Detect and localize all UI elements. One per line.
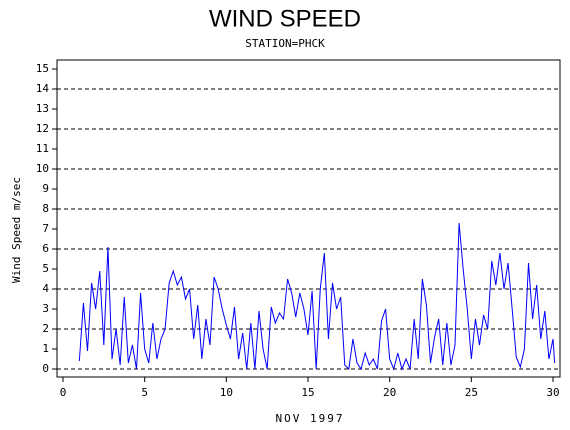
y-tick-label: 11 [36, 142, 49, 155]
y-axis-label: Wind Speed m/sec [10, 177, 23, 283]
y-tick-label: 9 [42, 182, 49, 195]
x-tick-label: 0 [60, 386, 67, 399]
y-tick-label: 13 [36, 102, 49, 115]
x-tick-label: 15 [301, 386, 314, 399]
chart-subtitle: STATION=PHCK [245, 37, 325, 50]
y-tick-label: 12 [36, 122, 49, 135]
y-tick-label: 15 [36, 62, 49, 75]
x-axis-label: NOV 1997 [276, 412, 345, 425]
chart-title: WIND SPEED [209, 5, 361, 32]
x-tick-label: 20 [383, 386, 396, 399]
y-tick-label: 0 [42, 362, 49, 375]
x-tick-label: 5 [141, 386, 148, 399]
y-tick-label: 2 [42, 322, 49, 335]
y-tick-label: 4 [42, 282, 49, 295]
y-tick-label: 1 [42, 342, 49, 355]
y-tick-label: 6 [42, 242, 49, 255]
y-tick-label: 14 [36, 82, 50, 95]
y-tick-label: 3 [42, 302, 49, 315]
y-tick-label: 7 [42, 222, 49, 235]
x-tick-label: 25 [465, 386, 478, 399]
x-tick-label: 30 [546, 386, 559, 399]
y-tick-label: 5 [42, 262, 49, 275]
x-tick-label: 10 [220, 386, 233, 399]
data-line [78, 222, 556, 371]
y-tick-label: 10 [36, 162, 49, 175]
y-tick-label: 8 [42, 202, 49, 215]
